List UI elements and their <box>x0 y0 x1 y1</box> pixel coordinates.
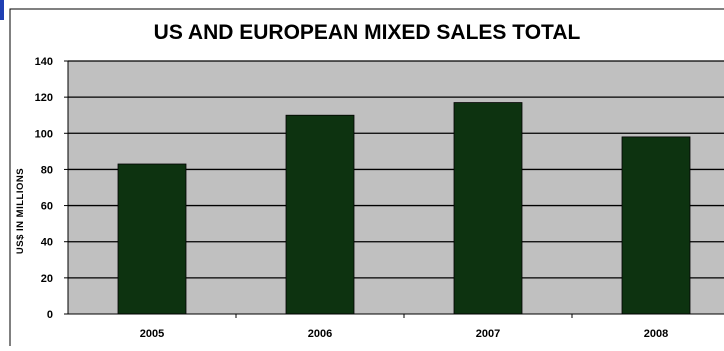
y-tick-label: 120 <box>35 92 53 104</box>
y-tick-label: 0 <box>47 309 53 321</box>
x-tick-label: 2007 <box>476 328 500 340</box>
chart-title: US AND EUROPEAN MIXED SALES TOTAL <box>154 21 581 44</box>
bar-2008 <box>621 136 691 315</box>
x-tick-label: 2008 <box>644 328 668 340</box>
y-tick-label: 80 <box>41 164 53 176</box>
y-tick-label: 60 <box>41 201 53 213</box>
y-axis-title: US$ IN MILLIONS <box>15 168 26 254</box>
bar-2007 <box>453 102 523 315</box>
y-tick-label: 100 <box>35 128 53 140</box>
y-tick-label: 20 <box>41 273 53 285</box>
bar-2005 <box>117 163 187 315</box>
x-tick-label: 2006 <box>308 328 332 340</box>
bar-2006 <box>285 114 355 315</box>
y-tick-label: 140 <box>35 56 53 68</box>
corner-accent <box>0 0 4 20</box>
axes <box>64 60 724 318</box>
y-tick-labels: 0 20 40 60 80 100 120 140 <box>35 56 53 321</box>
x-tick-labels: 2005 2006 2007 2008 <box>140 328 668 340</box>
y-tick-label: 40 <box>41 237 53 249</box>
bars <box>117 102 691 315</box>
x-tick-label: 2005 <box>140 328 164 340</box>
